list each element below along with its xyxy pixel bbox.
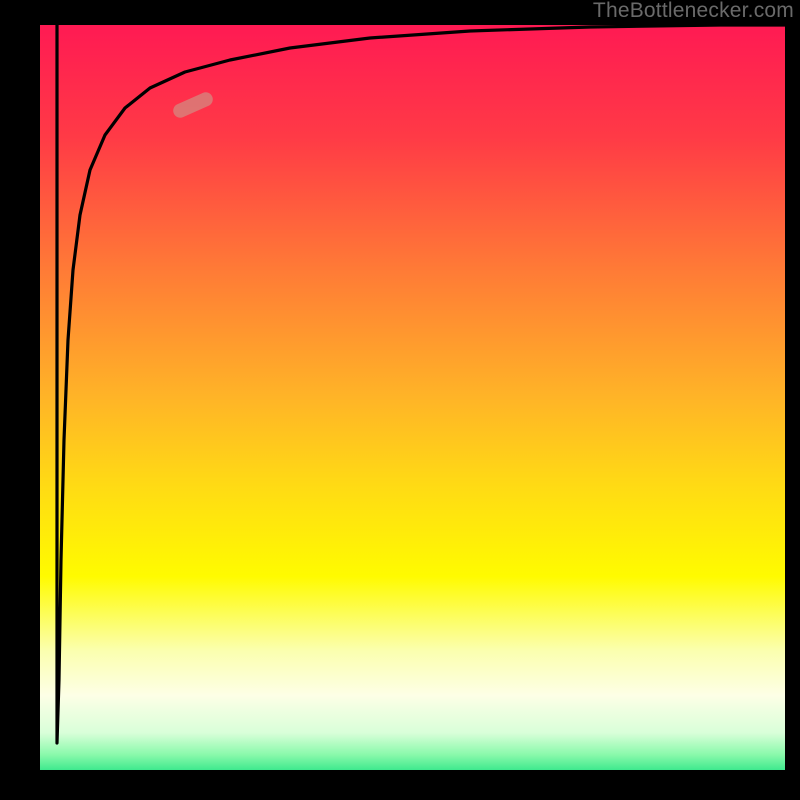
plot-area: [40, 25, 785, 770]
watermark-text: TheBottlenecker.com: [593, 0, 794, 23]
curve: [57, 25, 785, 743]
curve-svg: [0, 0, 800, 800]
